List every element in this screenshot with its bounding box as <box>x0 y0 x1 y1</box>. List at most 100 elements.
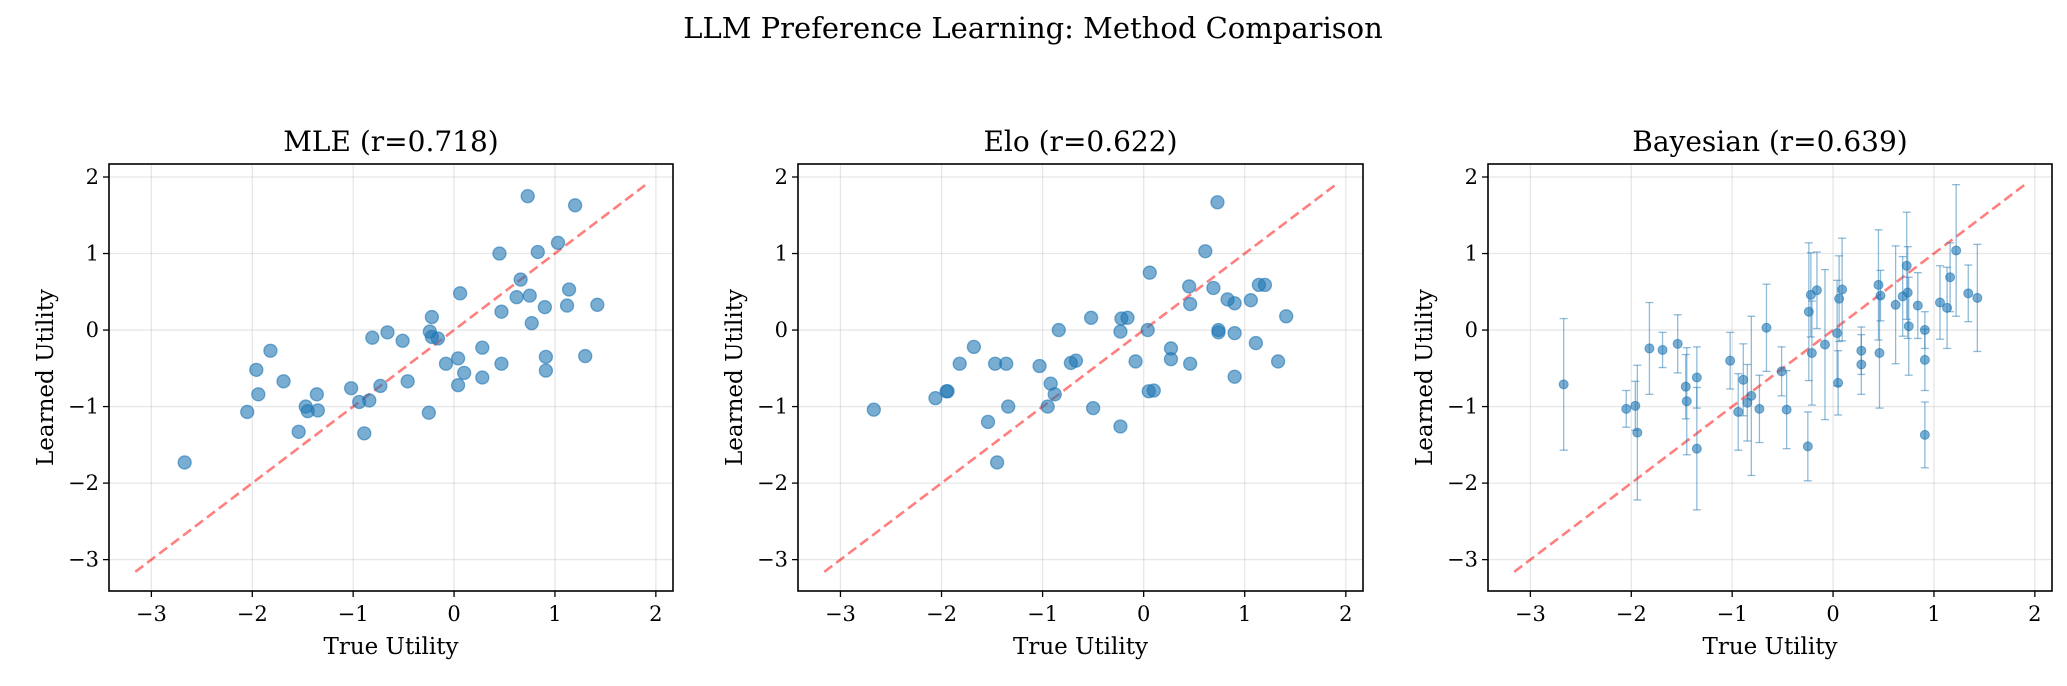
panel-mle: −3 −2 −1 0 1 2 −3 −2 −1 0 1 2 True Utility Learned Ut… <box>33 125 674 660</box>
data-point <box>450 378 466 393</box>
data-point <box>1833 377 1844 388</box>
y-axis-label: Learned Utility <box>1412 289 1438 466</box>
data-point <box>1227 369 1242 384</box>
data-point <box>291 424 306 439</box>
y-tick-label: 2 <box>1465 165 1478 189</box>
data-point <box>177 455 192 470</box>
panel-elo: −3 −2 −1 0 1 2 −3 −2 −1 0 1 2 True Utility Learned Ut… <box>722 125 1364 660</box>
data-point <box>550 235 566 250</box>
y-tick-label: −1 <box>68 395 99 419</box>
data-point <box>1942 302 1953 313</box>
y-tick-label: −3 <box>1447 548 1478 572</box>
data-point <box>1761 322 1772 333</box>
y-tick-label: 1 <box>86 242 99 266</box>
y-tick-label: −1 <box>1447 395 1478 419</box>
data-point <box>1113 324 1128 339</box>
data-point <box>1903 321 1914 332</box>
data-point <box>1257 277 1273 293</box>
data-point <box>1198 244 1213 259</box>
data-point <box>1746 390 1757 401</box>
diagonal-reference-line <box>134 182 648 573</box>
data-point <box>1819 339 1830 350</box>
axes-frame <box>1487 163 2053 592</box>
data-point <box>1183 296 1198 312</box>
data-point <box>1856 359 1867 370</box>
data-point <box>1781 404 1792 415</box>
x-tick-label: 2 <box>649 602 662 626</box>
y-tick-label: −3 <box>757 548 788 572</box>
y-tick-label: −2 <box>68 471 99 495</box>
data-point <box>1279 309 1294 324</box>
data-point <box>1068 353 1084 368</box>
y-axis-label: Learned Utility <box>33 289 59 466</box>
data-point <box>1725 355 1736 366</box>
x-tick-label: −2 <box>1616 602 1647 626</box>
axes-frame <box>797 163 1364 592</box>
x-tick-label: 2 <box>2028 602 2041 626</box>
x-tick-label: −1 <box>338 602 369 626</box>
data-point <box>1963 288 1974 299</box>
data-point <box>475 370 490 385</box>
data-point <box>1113 419 1128 434</box>
x-axis-label: True Utility <box>323 634 458 660</box>
data-point <box>1621 403 1632 414</box>
data-point <box>1083 310 1099 325</box>
data-point <box>590 297 605 312</box>
data-point <box>561 282 577 297</box>
data-point <box>1047 387 1062 402</box>
data-point <box>1644 343 1655 354</box>
data-point <box>1945 272 1956 283</box>
y-axis-label: Learned Utility <box>722 289 748 466</box>
data-point <box>450 351 466 366</box>
data-point <box>1163 351 1179 367</box>
data-point <box>438 356 454 371</box>
data-point <box>1754 403 1765 414</box>
data-point <box>494 356 509 371</box>
data-point <box>263 343 278 358</box>
diagonal-reference-line <box>823 182 1338 573</box>
y-tick-label: 1 <box>775 242 788 266</box>
x-tick-label: 1 <box>1238 602 1251 626</box>
y-tick-label: −2 <box>1447 471 1478 495</box>
data-point <box>1874 348 1885 359</box>
data-point <box>456 365 472 381</box>
data-point <box>1183 356 1198 371</box>
data-point <box>1630 400 1641 411</box>
data-point <box>1210 195 1225 210</box>
data-point <box>999 356 1014 371</box>
y-tick-label: 0 <box>86 318 99 342</box>
data-point <box>530 244 545 260</box>
diagonal-reference-line <box>1513 182 2027 573</box>
y-tick-label: 1 <box>1465 242 1478 266</box>
data-point <box>1873 279 1884 290</box>
y-tick-label: −1 <box>757 395 788 419</box>
x-tick-label: 0 <box>1826 602 1839 626</box>
data-point <box>1834 293 1845 304</box>
x-axis-label: True Utility <box>1702 634 1837 660</box>
data-point <box>1146 383 1161 398</box>
x-axis-label: True Utility <box>1013 634 1148 660</box>
data-point <box>395 333 410 348</box>
data-point <box>1691 372 1702 383</box>
data-point <box>400 374 415 389</box>
x-tick-label: −2 <box>237 602 268 626</box>
data-point <box>1632 427 1643 438</box>
data-point <box>276 374 291 389</box>
data-point <box>357 426 372 441</box>
x-tick-label: −3 <box>1515 602 1546 626</box>
data-point <box>559 298 575 313</box>
x-tick-label: 1 <box>548 602 561 626</box>
data-point <box>966 339 982 355</box>
data-point <box>928 391 943 406</box>
data-point <box>1811 285 1822 296</box>
data-point <box>520 188 535 204</box>
data-point <box>1672 338 1683 349</box>
data-point <box>1776 366 1787 377</box>
data-point <box>1211 325 1226 340</box>
x-tick-label: −1 <box>1027 602 1058 626</box>
data-point <box>1832 328 1843 339</box>
data-point <box>538 363 554 378</box>
data-point <box>240 404 255 420</box>
y-tick-label: 0 <box>775 318 788 342</box>
